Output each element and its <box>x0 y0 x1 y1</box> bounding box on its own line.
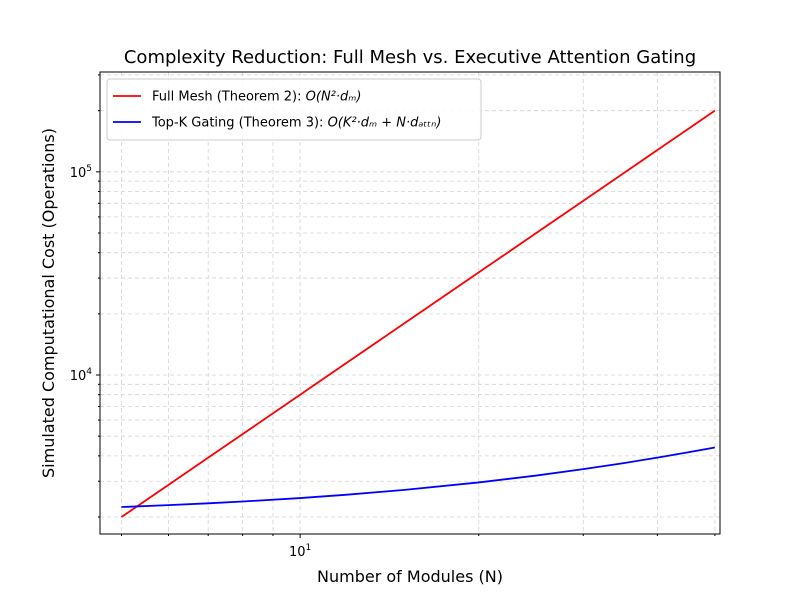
legend-label-1: Full Mesh (Theorem 2): O(N²·dₘ) <box>152 90 361 105</box>
legend-box <box>106 78 482 141</box>
plot-frame <box>99 71 721 535</box>
legend: Full Mesh (Theorem 2): O(N²·dₘ) Top-K Gat… <box>106 78 482 141</box>
chart-title: Complexity Reduction: Full Mesh vs. Exec… <box>124 47 696 68</box>
x-tick-label: 101 <box>289 543 311 560</box>
series-layer <box>120 109 716 518</box>
series-line-1 <box>120 109 716 518</box>
legend-label-2: Top-K Gating (Theorem 3): O(K²·dₘ + N·dₐ… <box>151 116 441 131</box>
y-axis-label: Simulated Computational Cost (Operations… <box>39 128 58 478</box>
y-tick-label: 104 <box>70 367 93 384</box>
tick-layer: 101 104 105 <box>70 74 716 560</box>
x-axis-label: Number of Modules (N) <box>317 567 503 586</box>
y-tick-label: 105 <box>70 164 92 181</box>
series-line-2 <box>121 446 716 508</box>
grid-layer <box>100 72 720 534</box>
